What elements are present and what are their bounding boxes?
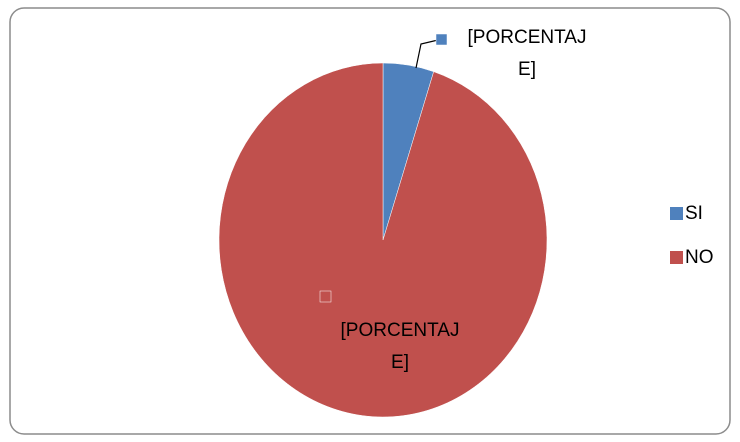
data-label: [PORCENTAJE] (340, 320, 460, 373)
pie-slice (218, 62, 548, 418)
legend-swatch (670, 207, 683, 220)
legend-label: NO (685, 247, 714, 268)
label-key (435, 33, 448, 46)
leader-line (415, 39, 439, 69)
legend-label: SI (685, 203, 703, 224)
legend-swatch (670, 251, 683, 264)
data-label: [PORCENTAJE] (467, 27, 587, 80)
label-key (319, 290, 332, 303)
